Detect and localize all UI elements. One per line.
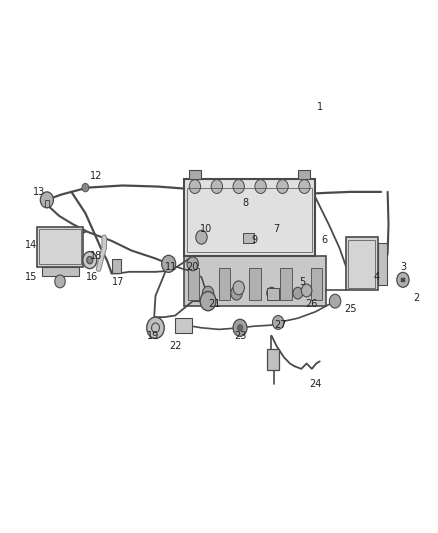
- Text: 16: 16: [86, 272, 98, 282]
- Circle shape: [237, 325, 243, 331]
- Circle shape: [272, 316, 284, 329]
- Circle shape: [196, 230, 207, 244]
- Circle shape: [231, 286, 242, 300]
- Bar: [348, 240, 375, 288]
- Bar: [37, 227, 83, 266]
- Text: 25: 25: [344, 304, 357, 314]
- Circle shape: [267, 287, 276, 299]
- Circle shape: [299, 180, 310, 193]
- Text: 22: 22: [169, 342, 181, 351]
- Circle shape: [255, 180, 266, 193]
- Bar: [184, 179, 315, 256]
- Bar: [280, 268, 292, 300]
- Text: 11: 11: [165, 262, 177, 271]
- Text: 12: 12: [90, 171, 102, 181]
- Circle shape: [147, 317, 164, 338]
- Text: 14: 14: [25, 240, 37, 250]
- Text: 2: 2: [413, 294, 419, 303]
- Text: 10: 10: [200, 224, 212, 234]
- Circle shape: [233, 180, 244, 193]
- Bar: [184, 256, 326, 306]
- Text: 3: 3: [400, 262, 406, 271]
- Circle shape: [189, 180, 201, 193]
- Bar: [401, 278, 405, 282]
- Bar: [42, 266, 79, 276]
- Text: 15: 15: [25, 272, 37, 282]
- Bar: [189, 170, 201, 179]
- Text: 6: 6: [321, 235, 327, 245]
- Circle shape: [301, 284, 312, 297]
- Text: 1: 1: [317, 102, 323, 111]
- Circle shape: [329, 294, 341, 308]
- Bar: [250, 268, 261, 300]
- Bar: [311, 268, 322, 300]
- Text: 26: 26: [305, 299, 317, 309]
- Text: 13: 13: [33, 187, 46, 197]
- Circle shape: [40, 192, 53, 208]
- Bar: [45, 200, 49, 207]
- Bar: [378, 243, 387, 285]
- Text: 4: 4: [374, 272, 380, 282]
- Bar: [243, 233, 254, 243]
- Circle shape: [397, 272, 409, 287]
- Text: 7: 7: [273, 224, 279, 234]
- Text: 19: 19: [147, 331, 159, 341]
- Circle shape: [83, 252, 97, 269]
- Bar: [187, 188, 312, 252]
- Circle shape: [233, 319, 247, 336]
- Text: 8: 8: [242, 198, 248, 207]
- Bar: [298, 170, 310, 179]
- Circle shape: [293, 287, 303, 299]
- Text: 5: 5: [299, 278, 305, 287]
- Circle shape: [162, 255, 176, 272]
- Bar: [188, 268, 199, 300]
- Text: 21: 21: [208, 299, 221, 309]
- Text: 17: 17: [112, 278, 124, 287]
- Text: 23: 23: [235, 331, 247, 341]
- Bar: [112, 259, 121, 273]
- Bar: [267, 349, 279, 370]
- Bar: [175, 318, 192, 333]
- Circle shape: [87, 256, 93, 264]
- Bar: [39, 229, 81, 264]
- Circle shape: [277, 180, 288, 193]
- Text: 20: 20: [187, 262, 199, 271]
- Circle shape: [55, 275, 65, 288]
- Circle shape: [187, 257, 198, 271]
- Circle shape: [200, 292, 216, 311]
- Bar: [219, 268, 230, 300]
- Bar: [346, 237, 378, 290]
- Text: 24: 24: [309, 379, 321, 389]
- Circle shape: [233, 281, 244, 295]
- Text: 18: 18: [90, 251, 102, 261]
- Circle shape: [82, 183, 89, 192]
- Circle shape: [202, 286, 214, 300]
- Text: 9: 9: [251, 235, 257, 245]
- Bar: [267, 288, 279, 300]
- Text: 27: 27: [274, 320, 286, 330]
- Circle shape: [211, 180, 223, 193]
